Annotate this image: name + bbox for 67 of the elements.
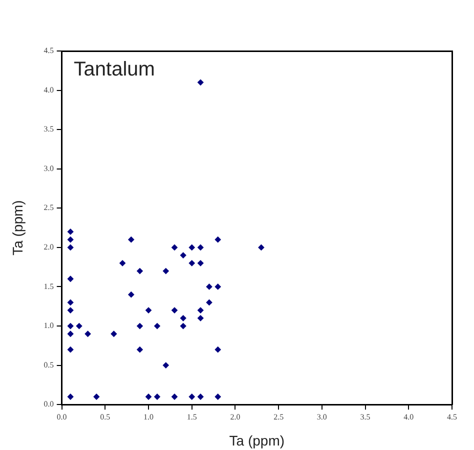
point [67, 330, 74, 338]
x-tick-label: 1.5 [186, 412, 197, 422]
point [145, 307, 152, 314]
point [197, 314, 204, 322]
point [258, 244, 264, 251]
point [128, 291, 134, 298]
point [67, 307, 74, 314]
point [206, 299, 212, 306]
point [188, 244, 196, 251]
point [67, 236, 74, 243]
x-tick-label: 4.0 [404, 412, 414, 422]
x-tick-label: 2.0 [230, 412, 240, 422]
point [154, 322, 160, 330]
point [67, 322, 74, 330]
point [197, 307, 204, 314]
y-tick-label: 1.5 [44, 282, 54, 291]
point [128, 236, 134, 243]
x-tick-label: 0.5 [100, 412, 110, 422]
y-tick-label: 4.0 [44, 85, 54, 94]
point [162, 362, 170, 369]
point [136, 268, 144, 274]
point [67, 228, 74, 235]
point [171, 307, 178, 314]
point [206, 284, 212, 290]
point [188, 394, 196, 400]
x-tick-label: 3.0 [316, 412, 327, 422]
point [67, 244, 74, 251]
point [197, 244, 204, 251]
y-tick-label: 3.0 [44, 164, 54, 173]
point [197, 79, 204, 86]
point [162, 268, 170, 274]
x-axis-title: Ta (ppm) [229, 432, 285, 448]
y-tick-label: 2.5 [44, 203, 54, 212]
y-tick-label: 0.0 [44, 400, 54, 409]
chart-title: Tantalum [74, 58, 155, 81]
point [67, 394, 74, 400]
point [180, 314, 186, 322]
point [180, 322, 186, 330]
x-tick-label: 0.0 [56, 412, 67, 422]
point [67, 276, 74, 282]
y-tick-label: 1.0 [44, 321, 54, 330]
point [171, 244, 178, 251]
y-tick-label: 3.5 [44, 124, 54, 134]
y-tick-label: 2.0 [44, 242, 54, 252]
point [110, 330, 118, 338]
point [67, 299, 74, 306]
x-tick-label: 3.5 [360, 412, 370, 422]
point [214, 284, 222, 290]
point [136, 322, 144, 330]
y-tick-label: 0.5 [44, 360, 54, 370]
point [154, 394, 160, 400]
point [136, 346, 144, 353]
x-tick-label: 4.5 [447, 412, 457, 422]
point [214, 394, 222, 400]
point [67, 346, 74, 353]
point [197, 260, 204, 266]
point [214, 346, 222, 353]
point [84, 330, 92, 338]
y-axis-title: Ta (ppm) [9, 200, 26, 256]
y-tick-label: 4.5 [44, 46, 54, 56]
point [119, 260, 126, 266]
x-tick-label: 1.0 [144, 412, 154, 422]
x-tick-label: 2.5 [274, 412, 284, 422]
point [214, 236, 222, 243]
point [76, 322, 82, 330]
point [180, 252, 186, 258]
point [188, 260, 196, 266]
